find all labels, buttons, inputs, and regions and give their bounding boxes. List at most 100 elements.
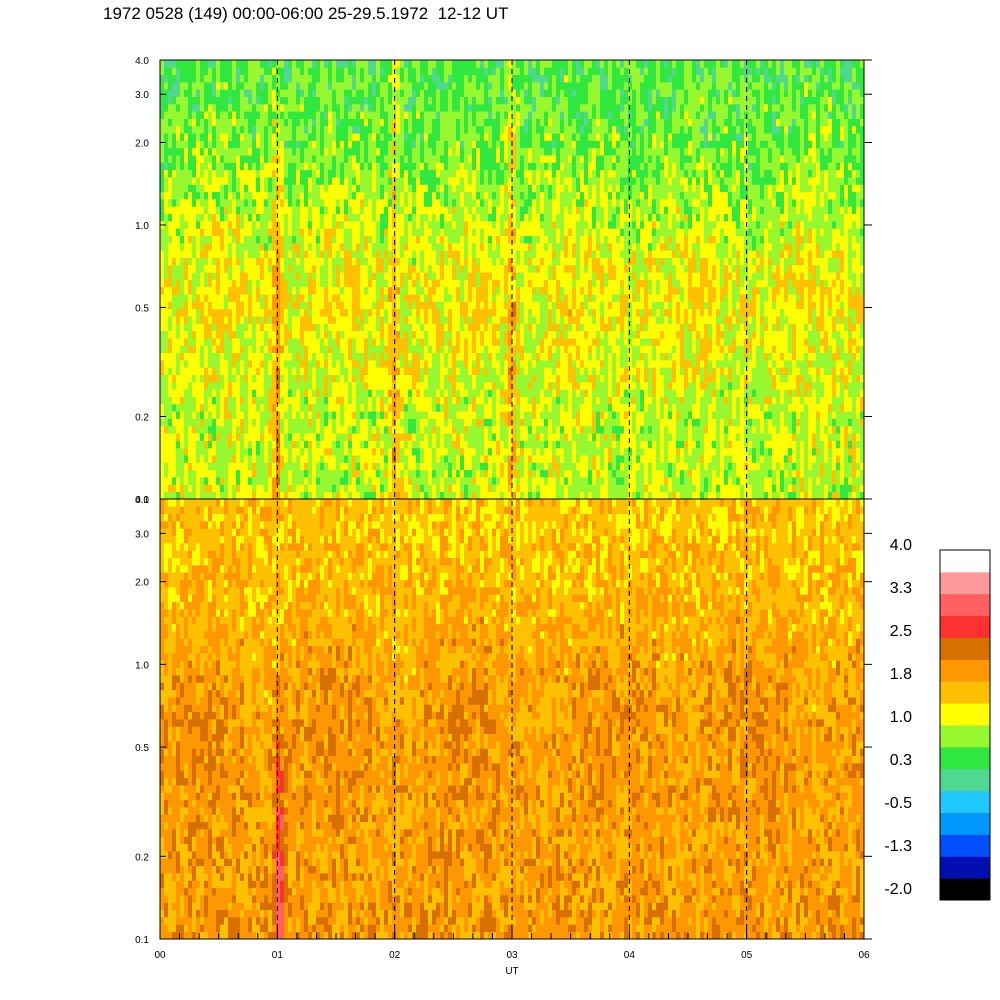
heatmap-cell	[376, 140, 381, 149]
heatmap-cell	[288, 484, 293, 493]
heatmap-cell	[564, 96, 569, 119]
heatmap-cell	[456, 89, 461, 97]
heatmap-cell	[512, 220, 517, 229]
heatmap-cell	[520, 199, 525, 207]
heatmap-cell	[376, 184, 381, 193]
heatmap-cell	[492, 330, 497, 339]
heatmap-cell	[400, 89, 405, 97]
heatmap-cell	[624, 140, 629, 156]
heatmap-cell	[208, 162, 213, 171]
heatmap-cell	[288, 455, 293, 463]
heatmap-cell	[412, 418, 417, 427]
heatmap-cell	[256, 316, 261, 324]
heatmap-cell	[512, 89, 517, 97]
heatmap-cell	[272, 155, 277, 163]
heatmap-cell	[332, 228, 337, 236]
heatmap-cell	[304, 147, 309, 163]
heatmap-cell	[440, 103, 445, 112]
heatmap-cell	[552, 469, 557, 478]
heatmap-cell	[552, 250, 557, 258]
heatmap-cell	[276, 89, 281, 97]
heatmap-cell	[172, 169, 177, 178]
heatmap-cell	[476, 469, 481, 485]
heatmap-cell	[224, 316, 229, 324]
heatmap-cell	[600, 155, 605, 163]
heatmap-cell	[452, 491, 457, 499]
heatmap-cell	[180, 411, 185, 419]
heatmap-cell	[252, 477, 257, 493]
heatmap-cell	[180, 213, 185, 236]
heatmap-cell	[488, 374, 493, 383]
heatmap-cell	[336, 316, 341, 324]
heatmap-cell	[452, 447, 457, 456]
heatmap-cell	[376, 323, 381, 332]
heatmap-cell	[492, 191, 497, 200]
heatmap-cell	[532, 469, 537, 478]
heatmap-cell	[332, 345, 337, 368]
heatmap-cell	[368, 491, 373, 499]
heatmap-cell	[460, 169, 465, 178]
heatmap-cell	[204, 316, 209, 324]
heatmap-cell	[172, 96, 177, 105]
heatmap-cell	[260, 323, 265, 332]
heatmap-cell	[384, 477, 389, 485]
heatmap-cell	[180, 133, 185, 141]
heatmap-cell	[284, 272, 289, 280]
heatmap-cell	[512, 396, 517, 405]
heatmap-cell	[488, 184, 493, 200]
heatmap-cell	[384, 359, 389, 368]
heatmap-cell	[564, 389, 569, 397]
heatmap-cell	[364, 418, 369, 441]
heatmap-cell	[268, 286, 273, 310]
heatmap-cell	[352, 242, 357, 251]
heatmap-cell	[440, 81, 445, 90]
heatmap-cell	[212, 411, 217, 419]
heatmap-cell	[424, 155, 429, 163]
heatmap-cell	[508, 389, 513, 397]
heatmap-cell	[232, 199, 237, 207]
heatmap-cell	[548, 330, 553, 346]
heatmap-cell	[232, 381, 237, 390]
heatmap-cell	[188, 184, 193, 193]
heatmap-cell	[428, 425, 433, 449]
heatmap-cell	[412, 359, 417, 368]
heatmap-cell	[324, 403, 329, 412]
heatmap-cell	[320, 469, 325, 485]
heatmap-cell	[532, 133, 537, 149]
heatmap-cell	[308, 199, 313, 207]
heatmap-cell	[600, 140, 605, 156]
heatmap-cell	[504, 103, 509, 112]
heatmap-cell	[460, 374, 465, 383]
heatmap-cell	[184, 264, 189, 280]
heatmap-cell	[404, 323, 409, 332]
heatmap-cell	[576, 228, 581, 244]
heatmap-cell	[348, 228, 353, 251]
heatmap-cell	[588, 381, 593, 390]
heatmap-cell	[576, 220, 581, 229]
heatmap-cell	[248, 89, 253, 97]
heatmap-cell	[328, 133, 333, 156]
heatmap-cell	[204, 381, 209, 390]
heatmap-cell	[300, 316, 305, 324]
heatmap-cell	[252, 396, 257, 405]
heatmap-cell	[212, 389, 217, 397]
heatmap-cell	[376, 345, 381, 368]
heatmap-cell	[600, 440, 605, 449]
heatmap-cell	[620, 323, 625, 332]
heatmap-cell	[536, 257, 541, 266]
heatmap-cell	[332, 257, 337, 266]
heatmap-cell	[412, 352, 417, 361]
heatmap-cell	[584, 440, 589, 456]
heatmap-cell	[556, 67, 561, 90]
heatmap-cell	[584, 257, 589, 266]
heatmap-cell	[400, 257, 405, 266]
heatmap-cell	[388, 133, 393, 141]
heatmap-cell	[168, 199, 173, 207]
heatmap-cell	[332, 367, 337, 376]
heatmap-cell	[528, 381, 533, 390]
heatmap-cell	[320, 228, 325, 251]
heatmap-cell	[388, 111, 393, 119]
heatmap-cell	[184, 403, 189, 412]
heatmap-cell	[408, 133, 413, 141]
heatmap-cell	[568, 316, 573, 324]
